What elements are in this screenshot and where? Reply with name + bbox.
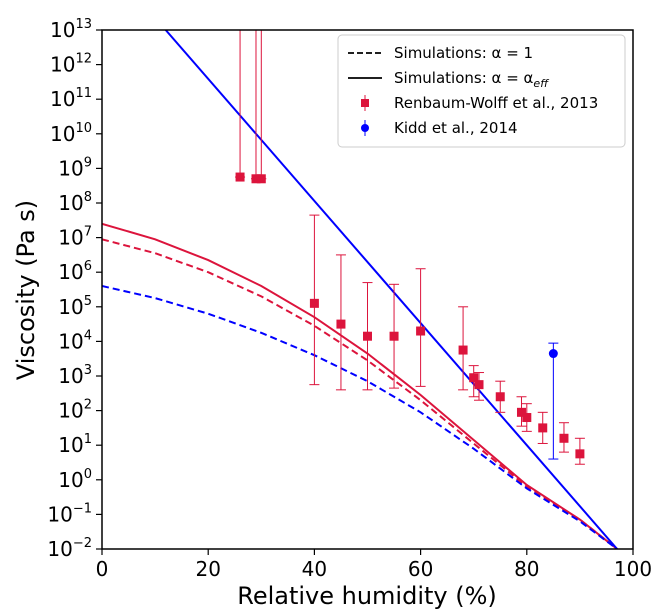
x-tick-label: 0 — [96, 557, 109, 581]
marker-square — [336, 319, 346, 329]
renbaum-point-13 — [521, 403, 532, 432]
legend-square-marker-icon — [361, 99, 369, 107]
x-tick-label: 40 — [302, 557, 327, 581]
y-tick-label: 103 — [58, 363, 92, 388]
legend-item-3: Kidd et al., 2014 — [361, 119, 518, 137]
marker-square — [235, 172, 245, 182]
marker-square — [522, 413, 532, 423]
x-axis: 0 20 40 60 80 100 — [96, 549, 652, 581]
y-tick-label: 1012 — [50, 52, 92, 77]
marker-square — [309, 298, 319, 308]
legend-item-0: Simulations: α = 1 — [348, 44, 533, 62]
y-tick-label: 10−2 — [47, 536, 92, 561]
series-line-3 — [164, 30, 618, 549]
marker-square — [469, 373, 479, 383]
renbaum-point-14 — [537, 411, 548, 444]
marker-square — [495, 392, 505, 402]
renbaum-point-6 — [389, 283, 400, 389]
marker-square — [516, 407, 526, 417]
marker-square — [251, 174, 261, 184]
renbaum-point-11 — [495, 380, 506, 413]
legend-item-1: Simulations: α = αeff — [348, 69, 549, 90]
legend-circle-marker-icon — [361, 124, 369, 132]
renbaum-point-0 — [235, 30, 246, 182]
x-tick-label: 20 — [195, 557, 220, 581]
renbaum-point-16 — [574, 437, 585, 465]
marker-circle — [548, 349, 558, 359]
y-tick-label: 104 — [58, 328, 92, 353]
y-tick-label: 1010 — [50, 121, 92, 146]
plot-frame — [101, 29, 634, 550]
y-tick-label: 10−1 — [47, 501, 92, 526]
y-tick-label: 105 — [58, 294, 92, 319]
y-tick-label: 101 — [58, 432, 92, 457]
legend-item-2: Renbaum-Wolff et al., 2013 — [361, 94, 598, 112]
marker-square — [416, 326, 426, 336]
marker-square — [256, 174, 266, 184]
legend-label: Simulations: α = 1 — [394, 44, 533, 62]
renbaum-point-4 — [335, 254, 346, 391]
x-tick-label: 80 — [514, 557, 539, 581]
renbaum-point-8 — [458, 306, 469, 391]
y-tick-label: 106 — [58, 259, 92, 284]
y-tick-label: 109 — [58, 155, 92, 180]
renbaum-point-7 — [415, 268, 426, 387]
renbaum-point-12 — [516, 396, 527, 427]
renbaum-point-15 — [558, 422, 569, 453]
series-line-0 — [102, 238, 618, 549]
legend: Simulations: α = 1 Simulations: α = αeff R… — [337, 34, 626, 148]
y-tick-label: 102 — [58, 398, 92, 423]
legend-label: Kidd et al., 2014 — [394, 119, 518, 137]
y-axis-label: Viscosity (Pa s) — [12, 200, 40, 380]
renbaum-point-10 — [474, 372, 485, 401]
marker-square — [389, 331, 399, 341]
marker-square — [458, 345, 468, 355]
renbaum-point-9 — [468, 365, 479, 398]
y-tick-label: 108 — [58, 190, 92, 215]
renbaum-point-5 — [362, 282, 373, 391]
y-tick-label: 1013 — [50, 17, 92, 42]
kidd-point-0 — [548, 342, 559, 460]
marker-square — [559, 433, 569, 443]
legend-label: Simulations: α = αeff — [394, 69, 549, 90]
x-tick-label: 60 — [408, 557, 433, 581]
legend-label: Renbaum-Wolff et al., 2013 — [394, 94, 598, 112]
plot-area — [102, 30, 618, 549]
renbaum-point-1 — [250, 30, 261, 184]
legend-box — [337, 34, 626, 148]
y-tick-label: 1011 — [50, 86, 92, 111]
marker-square — [575, 449, 585, 459]
marker-square — [474, 380, 484, 390]
series-line-2 — [102, 285, 618, 549]
series-line-1 — [102, 222, 618, 549]
x-tick-label: 100 — [614, 557, 652, 581]
y-tick-label: 100 — [58, 467, 92, 492]
y-tick-label: 107 — [58, 225, 92, 250]
x-axis-label: Relative humidity (%) — [237, 582, 497, 610]
marker-square — [538, 423, 548, 433]
renbaum-point-2 — [256, 30, 267, 184]
renbaum-point-3 — [309, 214, 320, 386]
y-axis: 10−2 10−1 100 101 102 103 104 105 106 107 108 109 10… — [47, 17, 102, 561]
marker-square — [363, 331, 372, 341]
